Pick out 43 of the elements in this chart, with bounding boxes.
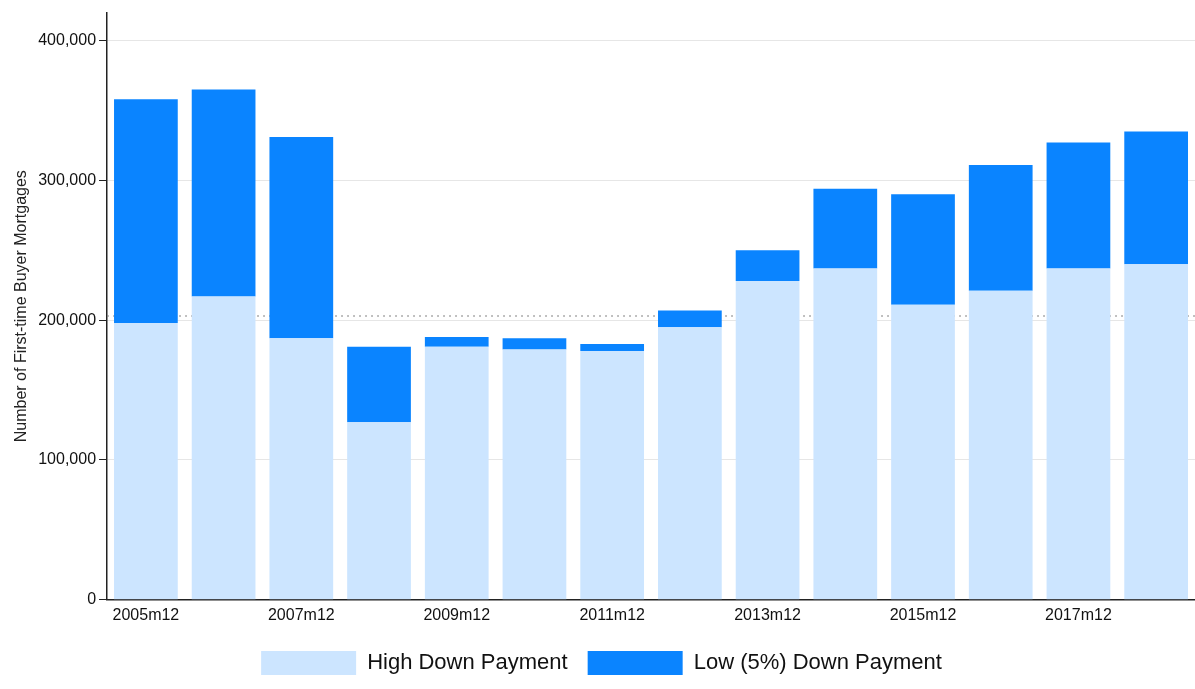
bar [658,327,722,600]
bar [658,310,722,328]
bar [968,164,1033,291]
bar [424,336,489,347]
bar [269,137,334,339]
x-tick-label: 2015m12 [889,605,957,623]
bar [191,89,256,297]
x-tick-label: 2009m12 [423,605,491,623]
bar [813,268,878,600]
bar [968,290,1033,600]
bar [1046,268,1111,600]
x-tick-label: 2011m12 [579,605,646,623]
bar [114,99,178,323]
bar [891,304,955,600]
x-tick-label: 2007m12 [267,605,335,623]
bar [735,281,800,600]
y-tick-label: 100,000 [38,450,97,468]
bar [735,250,800,282]
bar [502,338,567,350]
bar [580,350,645,600]
bar [191,296,256,600]
bar [1046,142,1111,269]
y-axis-title: Number of First-time Buyer Mortgages [12,170,30,443]
bar [424,346,489,600]
legend-label: High Down Payment [367,649,568,675]
bar [1124,264,1189,600]
y-tick-label: 0 [87,590,97,608]
bar [580,343,645,351]
bar [502,349,567,600]
bar [347,422,411,600]
bar [1124,131,1189,265]
x-tick-label: 2017m12 [1045,605,1112,623]
bar [269,338,334,600]
y-tick-label: 200,000 [38,310,97,328]
y-tick-label: 300,000 [38,170,97,188]
bar [347,346,411,423]
y-tick-label: 400,000 [38,30,97,48]
legend-label: Low (5%) Down Payment [693,649,942,675]
bar [891,194,955,305]
x-tick-label: 2013m12 [734,605,802,623]
bar [114,322,178,600]
x-tick-label: 2005m12 [112,605,180,623]
bar [813,188,878,269]
